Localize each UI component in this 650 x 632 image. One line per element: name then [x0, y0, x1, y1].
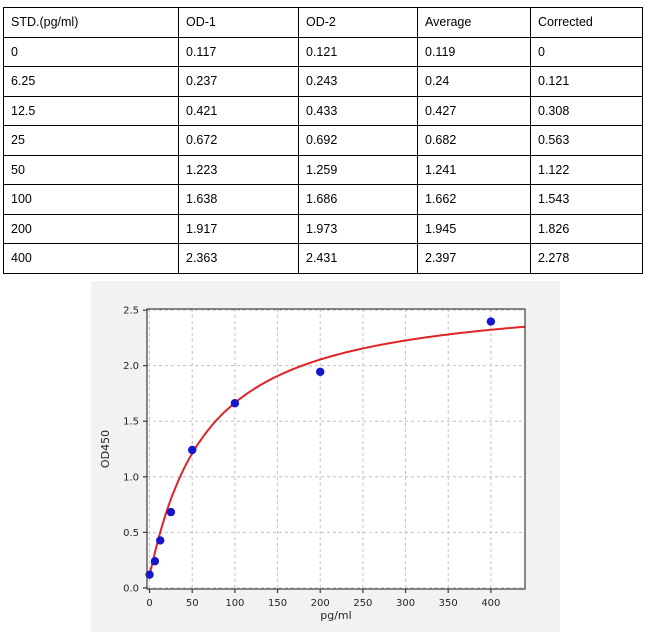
table-cell: 2.363	[178, 243, 299, 274]
y-tick-label: 0.5	[123, 528, 139, 539]
y-tick-label: 1.5	[123, 417, 139, 428]
table-cell: 0.119	[417, 36, 531, 67]
table-cell: 0.421	[178, 95, 299, 126]
data-point	[166, 507, 176, 517]
table-cell: 1.122	[530, 154, 643, 185]
header-cell: OD-1	[178, 7, 299, 38]
standards-table: STD.(pg/ml) OD-1 OD-2 Average Corrected 0 0.1…	[3, 7, 643, 274]
data-point	[230, 399, 240, 408]
table-body: 0 0.117 0.121 0.119 0 6.25 0.237 0.243 0.24 0.121…	[3, 36, 643, 274]
table-cell: 25	[3, 125, 179, 156]
table-cell: 0.427	[417, 95, 531, 126]
table-row: 200 1.917 1.973 1.945 1.826	[3, 213, 643, 244]
x-tick-label: 0	[146, 598, 152, 609]
data-point	[188, 445, 197, 455]
chart-plot-area: 0 50 100 150 200 250 300 350 400 0.0 0.5 1.0 1.5 2.0 2…	[91, 281, 560, 632]
header-cell: OD-2	[298, 7, 418, 38]
plot-background	[147, 309, 525, 589]
table-row: 100 1.638 1.686 1.662 1.543	[3, 184, 643, 215]
fit-curve	[148, 325, 526, 575]
table-cell: 100	[3, 184, 179, 215]
table-header-row: STD.(pg/ml) OD-1 OD-2 Average Corrected	[3, 7, 643, 38]
table-cell: 12.5	[3, 95, 179, 126]
table-cell: 2.431	[298, 243, 418, 274]
table-cell: 1.241	[417, 154, 531, 185]
table-cell: 1.686	[298, 184, 418, 215]
table-row: 6.25 0.237 0.243 0.24 0.121	[3, 66, 643, 97]
y-tick-label: 2.5	[123, 306, 139, 317]
data-point	[156, 536, 165, 545]
table-cell: 0.308	[530, 95, 643, 126]
table-cell: 0.117	[178, 36, 299, 67]
y-tick-label: 0.0	[123, 583, 139, 594]
table-cell: 50	[3, 154, 179, 185]
table-cell: 1.638	[178, 184, 299, 215]
y-tick-label: 2.0	[123, 361, 139, 372]
x-tick-label: 100	[225, 598, 244, 609]
y-tick-label: 1.0	[123, 472, 139, 483]
plot-frame	[146, 308, 526, 590]
table-cell: 0.237	[178, 66, 299, 97]
table-cell: 0.692	[298, 125, 418, 156]
table-cell: 0.433	[298, 95, 418, 126]
table-row: 0 0.117 0.121 0.119 0	[3, 36, 643, 67]
data-point	[316, 367, 325, 376]
x-tick-label: 150	[268, 598, 287, 609]
y-axis-label: OD450	[99, 430, 112, 468]
header-cell: Corrected	[530, 7, 643, 38]
table-cell: 1.662	[417, 184, 531, 215]
standard-curve-chart: 0 50 100 150 200 250 300 350 400 0.0 0.5 1.0 1.5 2.0 2…	[91, 281, 560, 632]
table-cell: 6.25	[3, 66, 179, 97]
table-cell: 0.121	[298, 36, 418, 67]
table-cell: 0.682	[417, 125, 531, 156]
x-axis-label: pg/ml	[320, 609, 351, 622]
x-tick-label: 50	[186, 598, 199, 609]
table-cell: 2.397	[417, 243, 531, 274]
header-cell: STD.(pg/ml)	[3, 7, 179, 38]
table-cell: 0.24	[417, 66, 531, 97]
table-cell: 0.243	[298, 66, 418, 97]
table-cell: 400	[3, 243, 179, 274]
standard-curve-figure: 0 50 100 150 200 250 300 350 400 0.0 0.5 1.0 1.5 2.0 2…	[91, 281, 560, 632]
table-cell: 1.259	[298, 154, 418, 185]
table-cell: 1.945	[417, 213, 531, 244]
table-row: 400 2.363 2.431 2.397 2.278	[3, 243, 643, 274]
data-point	[150, 557, 160, 566]
table-cell: 0	[530, 36, 643, 67]
x-tick-label: 300	[396, 598, 415, 609]
table-cell: 1.223	[178, 154, 299, 185]
table-cell: 200	[3, 213, 179, 244]
table-row: 50 1.223 1.259 1.241 1.122	[3, 154, 643, 185]
table-row: 25 0.672 0.692 0.682 0.563	[3, 125, 643, 156]
x-tick-label: 200	[311, 598, 330, 609]
table-cell: 0.563	[530, 125, 643, 156]
x-tick-label: 250	[353, 598, 372, 609]
x-tick-label: 400	[481, 598, 500, 609]
data-point	[486, 317, 496, 326]
header-cell: Average	[417, 7, 531, 38]
table-cell: 0.121	[530, 66, 643, 97]
x-tick-label: 350	[439, 598, 458, 609]
table-header: STD.(pg/ml) OD-1 OD-2 Average Corrected	[3, 7, 643, 38]
table-cell: 0	[3, 36, 179, 67]
table-cell: 1.917	[178, 213, 299, 244]
table-cell: 0.672	[178, 125, 299, 156]
table-cell: 1.543	[530, 184, 643, 215]
table-cell: 1.826	[530, 213, 643, 244]
table-row: 12.5 0.421 0.433 0.427 0.308	[3, 95, 643, 126]
table-cell: 2.278	[530, 243, 643, 274]
table-cell: 1.973	[298, 213, 418, 244]
